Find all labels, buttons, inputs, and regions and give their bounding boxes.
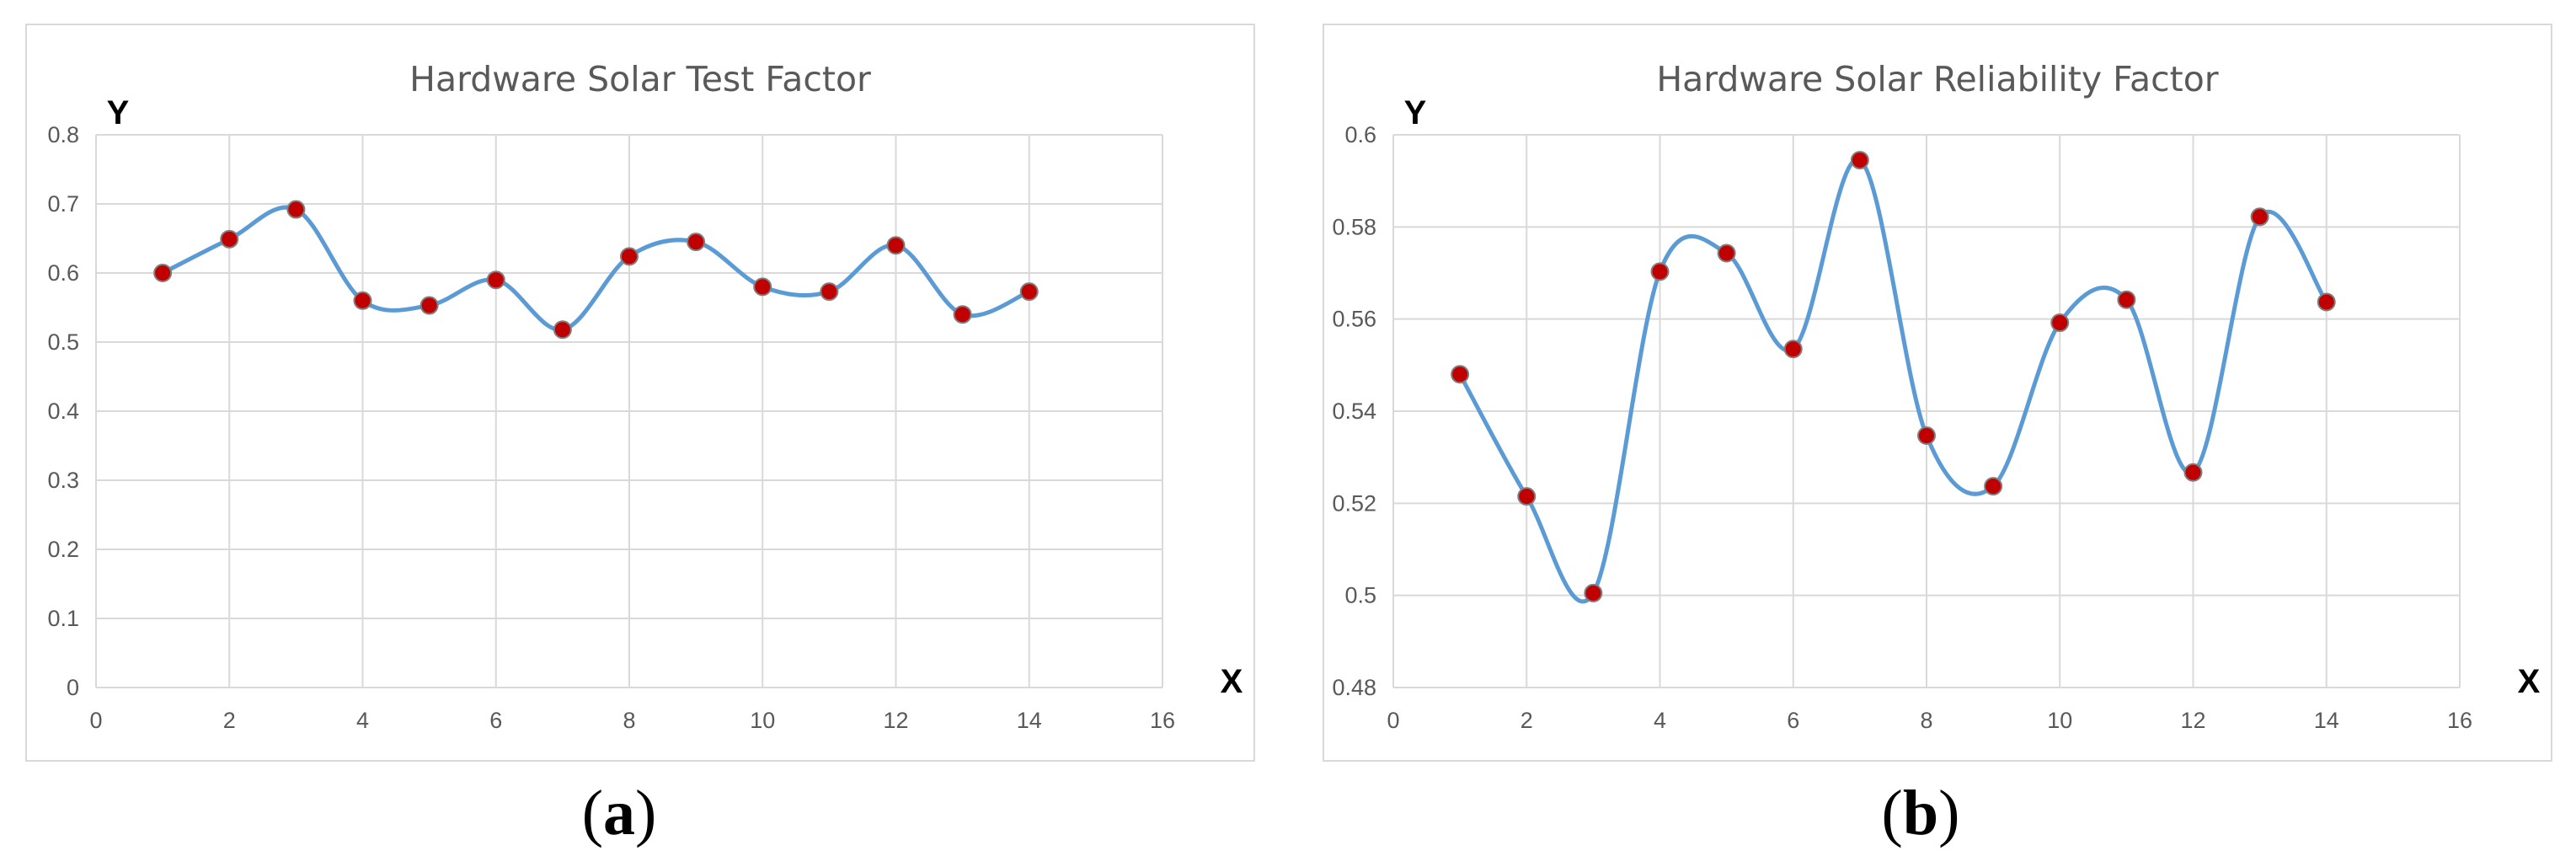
chart-a-title: Hardware Solar Test Factor xyxy=(409,59,871,99)
chart-b-data-point xyxy=(1584,583,1603,602)
chart-a-series-line xyxy=(161,205,1030,332)
chart-a-data-point xyxy=(153,264,173,282)
chart-panel-b: Hardware Solar Reliability Factor Y X 0.48 0… xyxy=(1323,24,2552,762)
chart-b-data-point xyxy=(1783,340,1803,359)
chart-b-x-tick: 2 xyxy=(1520,708,1533,733)
chart-a-y-tick: 0.8 xyxy=(47,122,79,147)
chart-a-data-point xyxy=(687,233,706,252)
chart-a-x-tick: 0 xyxy=(89,708,102,733)
chart-a-x-tick: 8 xyxy=(623,708,635,733)
chart-b-x-tick: 12 xyxy=(2180,708,2205,733)
chart-b-series-line xyxy=(1457,157,2328,604)
chart-a-y-tick: 0 xyxy=(67,675,79,700)
chart-a-x-tick: 12 xyxy=(883,708,908,733)
chart-a-x-tick: 16 xyxy=(1150,708,1175,733)
chart-b-y-tick: 0.56 xyxy=(1332,307,1376,332)
chart-a-y-tick: 0.3 xyxy=(47,468,79,493)
chart-b-y-tick: 0.54 xyxy=(1332,399,1376,424)
chart-b-svg: Hardware Solar Reliability Factor Y X 0.48 0… xyxy=(1332,59,2541,733)
chart-a-data-point xyxy=(1019,282,1039,302)
chart-a-y-tick: 0.7 xyxy=(47,191,79,217)
chart-b-data-point xyxy=(1650,262,1670,281)
chart-a-y-axis-label: Y xyxy=(107,94,130,131)
chart-b-data-point xyxy=(1451,365,1470,384)
chart-a-x-tick: 10 xyxy=(750,708,775,733)
chart-a-y-tick: 0.5 xyxy=(47,329,79,355)
chart-a-data-point xyxy=(886,236,906,255)
chart-a-data-point xyxy=(953,305,972,324)
chart-b-x-tick: 10 xyxy=(2047,708,2072,733)
chart-panel-a: Hardware Solar Test Factor Y X 0 0.1 0.2 0.3 0.… xyxy=(25,24,1255,762)
chart-a-x-tick: 6 xyxy=(489,708,502,733)
caption-b: (b) xyxy=(1881,778,1960,848)
chart-a-data-point xyxy=(486,270,505,290)
chart-b-title: Hardware Solar Reliability Factor xyxy=(1656,59,2218,99)
chart-a-data-point xyxy=(820,282,839,302)
chart-b-x-tick: 14 xyxy=(2314,708,2339,733)
chart-b-y-tick: 0.58 xyxy=(1332,214,1376,239)
caption-a: (a) xyxy=(581,778,657,848)
chart-a-data-point xyxy=(353,291,372,310)
chart-b-gridlines xyxy=(1392,134,2461,688)
chart-b-x-tick: 16 xyxy=(2447,708,2472,733)
chart-b-data-point xyxy=(2317,292,2336,312)
chart-a-x-tick: 14 xyxy=(1017,708,1042,733)
chart-b-data-point xyxy=(1984,477,2003,496)
chart-b-x-tick: 4 xyxy=(1654,708,1666,733)
chart-a-data-point xyxy=(286,200,306,219)
chart-a-data-point xyxy=(753,277,772,297)
chart-a-x-axis-label: X xyxy=(1221,663,1243,700)
chart-b-data-point xyxy=(1717,244,1736,263)
chart-b-data-point xyxy=(2250,207,2269,227)
chart-a-x-tick: 4 xyxy=(356,708,369,733)
caption-b-letter: b xyxy=(1902,778,1939,848)
chart-b-y-tick: 0.48 xyxy=(1332,675,1376,700)
chart-b-x-tick: 8 xyxy=(1920,708,1932,733)
chart-b-y-tick: 0.5 xyxy=(1344,583,1376,608)
chart-b-data-point xyxy=(1517,487,1537,506)
chart-a-svg: Hardware Solar Test Factor Y X 0 0.1 0.2 0.3 0.… xyxy=(47,59,1243,733)
chart-a-data-point xyxy=(420,296,439,315)
chart-a-y-tick: 0.1 xyxy=(47,606,79,631)
chart-a-y-tick: 0.6 xyxy=(47,260,79,286)
chart-b-y-axis-label: Y xyxy=(1404,94,1427,131)
chart-b-x-axis-label: X xyxy=(2518,663,2541,700)
chart-a-data-point xyxy=(553,320,572,340)
chart-b-x-tick: 6 xyxy=(1787,708,1799,733)
chart-b-data-point xyxy=(2050,313,2070,333)
chart-b-data-point xyxy=(2117,290,2136,309)
chart-a-data-point xyxy=(620,247,639,266)
chart-b-y-tick: 0.52 xyxy=(1332,490,1376,516)
chart-a-y-tick: 0.4 xyxy=(47,399,79,424)
chart-a-data-point xyxy=(220,229,239,249)
chart-a-x-tick: 2 xyxy=(223,708,236,733)
chart-b-y-tick: 0.6 xyxy=(1344,122,1376,147)
chart-b-data-point xyxy=(2183,463,2203,482)
caption-a-letter: a xyxy=(603,778,635,848)
chart-b-data-point xyxy=(1917,425,1936,445)
chart-b-x-tick: 0 xyxy=(1387,708,1399,733)
chart-b-data-point xyxy=(1850,151,1869,170)
chart-a-y-tick: 0.2 xyxy=(47,537,79,562)
chart-a-gridlines xyxy=(95,134,1163,688)
